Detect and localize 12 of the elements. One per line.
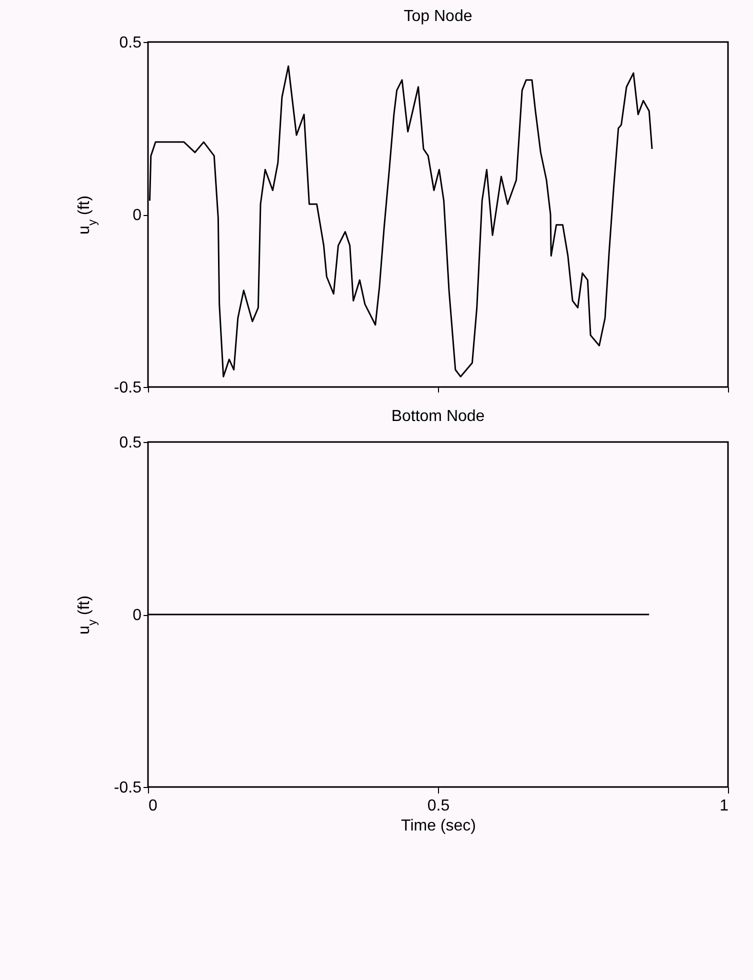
chart-title: Bottom Node bbox=[391, 408, 485, 425]
y-tick-label: 0 bbox=[132, 207, 142, 224]
y-tick-label: -0.5 bbox=[114, 780, 142, 796]
y-tick-label: 0.5 bbox=[119, 434, 142, 452]
x-axis-title: Time (sec) bbox=[401, 818, 476, 834]
x-tick-label: 0 bbox=[148, 798, 158, 814]
chart-title: Top Node bbox=[404, 8, 472, 25]
y-tick-label: -0.5 bbox=[114, 380, 142, 396]
x-tick-label: 0.5 bbox=[427, 798, 450, 814]
y-tick-label: 0 bbox=[132, 607, 142, 624]
x-tick-label: 1 bbox=[720, 798, 729, 814]
y-tick-label: 0.5 bbox=[119, 34, 142, 52]
